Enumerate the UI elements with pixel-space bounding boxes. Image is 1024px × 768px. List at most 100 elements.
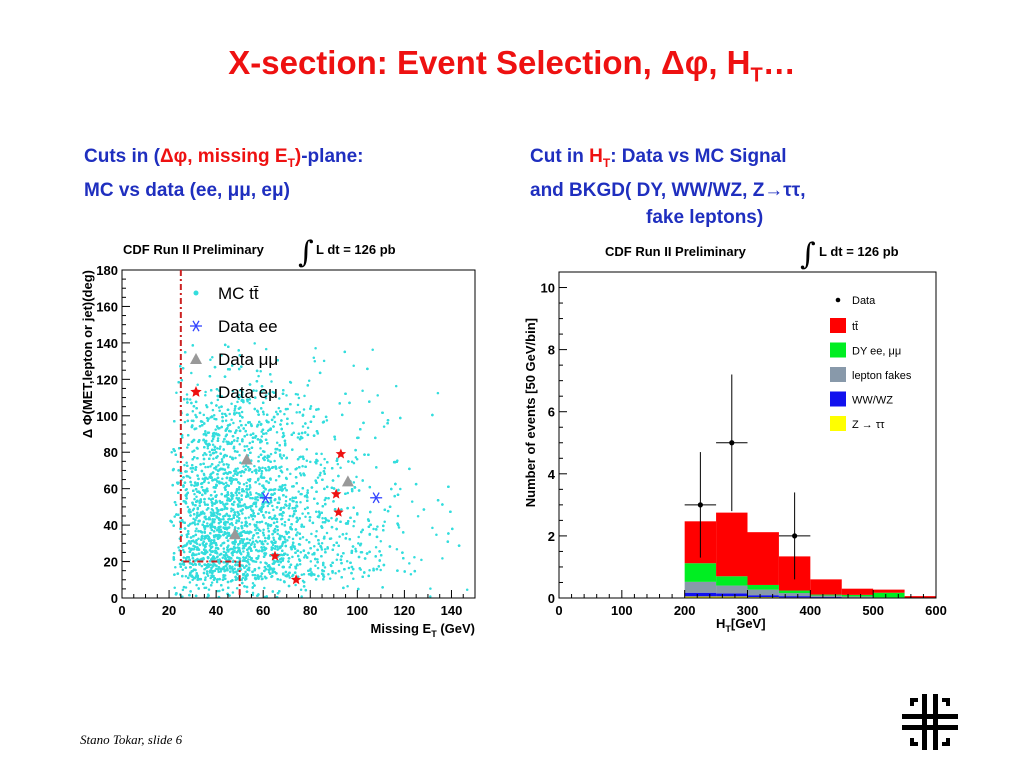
legend-swatch-0 (830, 318, 846, 333)
caption-right-sub: T (602, 155, 611, 170)
scatter-xtick-label-6: 120 (394, 603, 416, 618)
data-mumu-point-0 (240, 453, 253, 465)
scatter-xlabel-unit: (GeV) (437, 621, 475, 636)
scatter-ytick-label-2: 40 (104, 518, 118, 533)
scatter-lumi: L dt = 126 pb (316, 242, 396, 257)
data-point-2 (792, 533, 798, 539)
hist-xtick-label-5: 500 (862, 603, 884, 618)
bar-tt-4 (810, 579, 842, 595)
hist-xtick-label-4: 400 (799, 603, 821, 618)
title-ellipsis: … (762, 44, 796, 81)
legend-label-0: tt̄ (852, 321, 858, 333)
data-mumu-point-2 (341, 475, 354, 487)
caption-left-line2: MC vs data (ee, μμ, eμ) (84, 179, 290, 201)
scatter-xtick-label-7: 140 (441, 603, 463, 618)
bar-leptonfakes-5 (841, 596, 874, 598)
mc-cloud (169, 342, 469, 599)
bar-tt-7 (904, 596, 936, 598)
hist-ytick-label-3: 6 (548, 405, 555, 420)
caption-left-text-b: Δφ, missing E (160, 146, 288, 167)
bar-z-1 (716, 596, 748, 598)
legend-data-marker (835, 297, 841, 303)
bar-leptonfakes-1 (716, 585, 748, 594)
data-emu-point-0 (335, 448, 347, 459)
bar-wwwz-4 (810, 597, 842, 598)
hist-integral-icon: ∫ (800, 237, 816, 272)
legend-label-1: DY ee, μμ (852, 346, 901, 358)
caption-right-line3: fake leptons) (646, 206, 764, 228)
bar-leptonfakes-0 (684, 581, 717, 593)
caption-left-line1: Cuts in (Δφ, missing ET)-plane: (84, 143, 484, 177)
scatter-ytick-label-5: 100 (96, 409, 118, 424)
scatter-xlabel: Missing ET (GeV) (371, 621, 475, 639)
caption-left-text-d: -plane: (301, 146, 364, 167)
bar-leptonfakes-4 (810, 595, 842, 598)
bar-wwwz-1 (716, 593, 748, 597)
legend-swatch-4 (830, 416, 846, 431)
scatter-ylabel: Δ Φ(MET,lepton or jet)(deg) (80, 270, 95, 438)
legend-label-3: WW/WZ (852, 395, 893, 407)
scatter-ytick-label-3: 60 (104, 482, 118, 497)
title-main: X-section: Event Selection, Δφ, H (228, 44, 751, 81)
scatter-integral-icon: ∫ (298, 235, 314, 270)
slide-title: X-section: Event Selection, Δφ, HT… (0, 44, 1024, 88)
legend-label-2: lepton fakes (852, 370, 912, 382)
scatter-ytick-label-0: 0 (111, 591, 118, 606)
caption-right-text-b: H (589, 146, 603, 167)
data-emu-point-2 (333, 506, 344, 517)
data-mumu-point-1 (228, 528, 241, 540)
hist-xtick-label-0: 0 (555, 603, 562, 618)
scatter-title: CDF Run II Preliminary (123, 242, 265, 257)
legend-data-label: Data (852, 295, 876, 307)
legend-label-4: Z → ττ (852, 419, 885, 431)
legend-mumu-marker (190, 353, 202, 364)
legend-ee-marker (190, 320, 202, 332)
bar-z-0 (684, 596, 717, 598)
scatter-xtick-label-4: 80 (303, 603, 317, 618)
hist-ylabel: Number of events [50 GeV/bin] (523, 318, 538, 507)
scatter-xtick-label-2: 40 (209, 603, 223, 618)
legend-emu-marker (190, 386, 202, 397)
bar-leptonfakes-2 (747, 589, 779, 596)
bar-tt-5 (841, 588, 874, 595)
bar-wwwz-2 (747, 595, 779, 598)
hist-xlabel-unit: [GeV] (731, 616, 766, 631)
bar-wwwz-3 (778, 596, 811, 598)
hist-ytick-label-1: 2 (548, 529, 555, 544)
hist-lumi: L dt = 126 pb (819, 244, 899, 259)
legend-swatch-3 (830, 391, 846, 407)
slide-footer: Stano Tokar, slide 6 (80, 732, 183, 747)
caption-right: Cut in HT: Data vs MC Signal and BKGD( D… (530, 143, 930, 231)
caption-left-text-a: Cuts in ( (84, 146, 160, 167)
scatter-xtick-label-5: 100 (346, 603, 368, 618)
caption-left-sub: T (287, 155, 295, 170)
scatter-ytick-label-9: 180 (96, 263, 118, 278)
caption-right-line1: Cut in HT: Data vs MC Signal (530, 143, 930, 177)
scatter-xtick-label-1: 20 (162, 603, 176, 618)
title-subscript: T (750, 64, 763, 87)
bar-dyee-6 (873, 592, 905, 598)
data-emu-point-3 (269, 550, 281, 561)
hist-ytick-label-0: 0 (548, 591, 555, 606)
cut-line (179, 270, 241, 598)
scatter-xtick-label-3: 60 (256, 603, 270, 618)
caption-left: Cuts in (Δφ, missing ET)-plane: MC vs da… (84, 143, 484, 204)
scatter-ytick-label-8: 160 (96, 299, 118, 314)
legend-mc-marker (193, 290, 199, 296)
bar-dyee-1 (716, 576, 748, 586)
legend-label-2: Data μμ (218, 350, 278, 369)
hist-xtick-label-1: 100 (611, 603, 633, 618)
bar-tt-1 (716, 512, 748, 577)
hist-xlabel-sub: T (725, 624, 731, 634)
legend-label-3: Data eμ (218, 383, 278, 402)
caption-right-line2: and BKGD( DY, WW/WZ, Z→ττ, (530, 179, 806, 201)
data-emu-point-1 (330, 488, 342, 499)
data-ee-point-1 (370, 492, 383, 504)
fermilab-logo-icon (902, 694, 958, 750)
legend-swatch-1 (830, 342, 846, 358)
caption-right-text-c: : Data vs MC Signal (610, 146, 787, 167)
hist-title: CDF Run II Preliminary (605, 244, 747, 259)
scatter-ytick-label-6: 120 (96, 372, 118, 387)
legend-label-1: Data ee (218, 317, 278, 336)
